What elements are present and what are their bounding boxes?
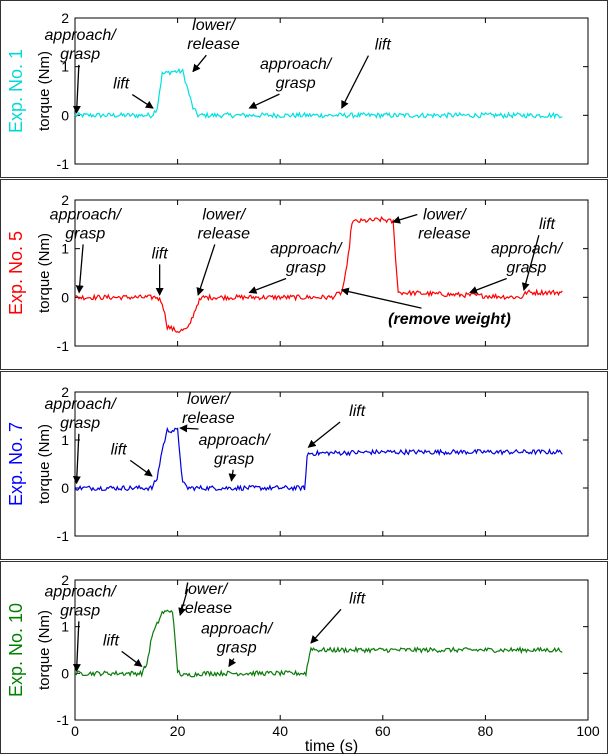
y-tick-label: 0 — [61, 480, 69, 496]
annotation-arrow — [72, 433, 81, 485]
annotation-arrow — [248, 93, 280, 109]
experiment-label: Exp. No. 1 — [6, 49, 26, 133]
series-line — [74, 215, 563, 334]
annotation: approach/grasp — [260, 56, 333, 92]
annotation-arrow — [521, 235, 540, 291]
annotation-arrow — [248, 277, 287, 294]
y-tick-label: 1 — [61, 619, 69, 635]
y-tick-label: -1 — [57, 338, 70, 354]
y-tick-label: 2 — [61, 384, 69, 400]
annotation-arrow — [192, 54, 207, 73]
y-tick-label: 1 — [61, 59, 69, 75]
experiment-label: Exp. No. 7 — [6, 422, 26, 506]
annotation: (remove weight) — [388, 311, 511, 328]
annotation: approach/grasp — [45, 396, 118, 432]
annotation-arrow — [228, 658, 237, 668]
annotation-arrow — [72, 621, 81, 672]
annotation-arrow — [340, 287, 422, 309]
y-tick-label: -1 — [57, 528, 70, 544]
annotation: lift — [349, 403, 366, 420]
axes-box — [74, 199, 589, 347]
annotation-arrow — [392, 213, 418, 224]
annotation: lower/release — [418, 206, 471, 242]
annotation: approach/grasp — [270, 241, 343, 277]
panel-1: -1 0 1 2 torque (Nm) Exp. No. 1 approach/grasp… — [0, 0, 608, 178]
annotation-arrow — [469, 277, 507, 294]
annotation: approach/grasp — [45, 583, 118, 619]
y-tick-label: 0 — [61, 665, 69, 681]
annotation-arrow — [129, 459, 153, 477]
annotation-arrow — [307, 421, 341, 448]
annotation: lift — [103, 632, 120, 649]
x-axis-label: time (s) — [305, 738, 358, 754]
panel-2: -1 0 1 2 torque (Nm) Exp. No. 5 approach/grasp… — [0, 179, 608, 370]
y-axis-label: torque (Nm) — [36, 233, 53, 313]
x-tick-label: 20 — [170, 723, 186, 739]
y-tick-label: 2 — [61, 10, 69, 26]
annotation: lower/release — [180, 581, 233, 617]
x-tick-label: 0 — [71, 723, 79, 739]
y-tick-label: -1 — [57, 156, 70, 172]
annotation: approach/grasp — [491, 241, 564, 277]
annotation: lower/release — [187, 17, 240, 53]
annotation: lift — [113, 76, 130, 93]
annotation: lower/release — [198, 206, 251, 242]
annotation: approach/grasp — [198, 432, 271, 468]
annotation: lower/release — [182, 391, 235, 427]
y-tick-label: 0 — [61, 107, 69, 123]
x-tick-label: 80 — [478, 723, 494, 739]
y-tick-label: -1 — [57, 712, 70, 728]
y-axis-label: torque (Nm) — [36, 610, 53, 690]
annotation-arrow — [75, 244, 84, 294]
x-tick-label: 100 — [576, 723, 600, 739]
annotation: lift — [539, 216, 556, 233]
series-line — [74, 609, 563, 678]
annotation-arrow — [179, 424, 199, 433]
y-axis-label: torque (Nm) — [36, 424, 53, 504]
experiment-label: Exp. No. 5 — [6, 231, 26, 315]
annotation: lift — [111, 441, 128, 458]
annotation: approach/grasp — [45, 27, 118, 63]
y-tick-label: 1 — [61, 432, 69, 448]
annotation-arrow — [131, 94, 154, 109]
y-tick-label: 0 — [61, 289, 69, 305]
y-tick-label: 2 — [61, 192, 69, 208]
x-tick-label: 40 — [272, 723, 288, 739]
x-tick-label: 60 — [375, 723, 391, 739]
panel-3: -1 0 1 2 torque (Nm) Exp. No. 7 approach/grasp… — [0, 371, 608, 560]
annotation-arrow — [196, 244, 216, 296]
axes-box — [74, 391, 589, 537]
y-axis-label: torque (Nm) — [36, 51, 53, 131]
annotation-arrow — [121, 650, 143, 667]
annotation: approach/grasp — [201, 621, 274, 657]
y-tick-label: 1 — [61, 241, 69, 257]
annotation-arrow — [228, 469, 237, 482]
axes-box — [74, 579, 589, 721]
series-line — [74, 67, 563, 120]
annotation: lift — [375, 37, 392, 54]
annotation-arrow — [310, 608, 342, 644]
series-line — [74, 426, 563, 492]
annotation: lift — [349, 590, 366, 607]
axes-box — [74, 17, 589, 165]
annotation-arrow — [341, 55, 370, 109]
experiment-label: Exp. No. 10 — [6, 603, 26, 697]
annotation: approach/grasp — [50, 206, 123, 242]
annotation: lift — [152, 245, 169, 262]
y-tick-label: 2 — [61, 572, 69, 588]
annotation-arrow — [178, 588, 189, 616]
annotation-arrow — [72, 64, 81, 114]
